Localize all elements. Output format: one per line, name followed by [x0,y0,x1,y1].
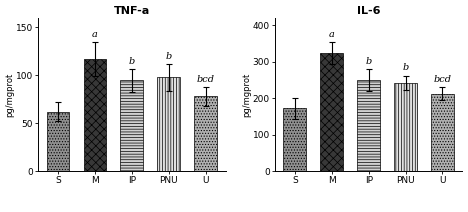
Text: a: a [92,30,98,39]
Bar [357,80,380,171]
Bar [394,83,417,171]
Bar [194,96,217,171]
Bar [320,53,343,171]
Title: IL-6: IL-6 [357,6,380,15]
Bar [120,80,143,171]
Text: a: a [329,30,335,39]
Title: TNF-a: TNF-a [114,6,150,15]
Y-axis label: pg/mgprot: pg/mgprot [242,73,251,117]
Bar [47,112,69,171]
Text: b: b [129,57,135,66]
Text: bcd: bcd [197,75,215,84]
Text: b: b [402,63,409,73]
Text: b: b [366,57,372,66]
Text: b: b [166,52,172,61]
Bar [83,59,106,171]
Y-axis label: pg/mgprot: pg/mgprot [6,73,15,117]
Bar [431,94,454,171]
Bar [283,109,306,171]
Text: bcd: bcd [433,75,452,84]
Bar [157,77,180,171]
